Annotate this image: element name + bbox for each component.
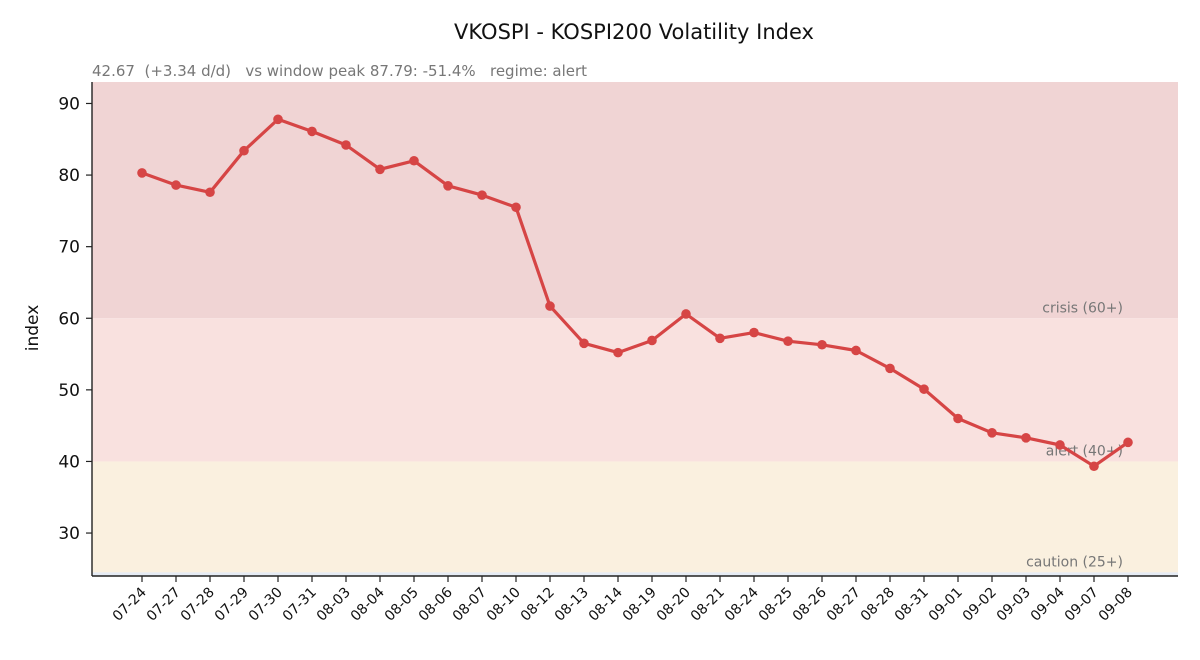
y-tick-label: 50 [58,381,80,401]
data-point [477,190,487,200]
x-tick-label: 08-06 [416,584,456,624]
x-tick-label: 08-10 [484,585,524,625]
regime-band [92,572,1178,576]
data-point [273,114,283,125]
data-point [443,181,453,191]
x-tick-label: 09-03 [994,585,1034,625]
data-point [1089,461,1099,472]
x-tick-label: 07-30 [246,585,286,625]
data-point [987,428,997,438]
y-tick-label: 60 [58,309,80,329]
x-tick-label: 08-21 [688,585,728,625]
y-tick-label: 90 [58,94,80,114]
data-point [647,335,657,346]
x-tick-label: 08-31 [892,585,932,625]
x-tick-label: 08-28 [858,585,898,625]
regime-band [92,461,1178,573]
x-tick-label: 09-04 [1028,584,1068,624]
series-line [140,117,1130,468]
x-tick-label: 08-04 [348,584,388,624]
x-axis: 07-2407-2707-2807-2907-3007-3108-0308-04… [92,575,1178,625]
data-point [511,202,521,213]
regime-label: crisis (60+) [1042,300,1123,316]
y-axis: 30 40 50 60 70 80 90 [58,82,93,576]
data-point [783,336,793,346]
data-point [885,363,895,374]
x-tick-label: 08-25 [756,585,796,625]
data-point [579,338,589,349]
data-point [137,168,147,178]
x-tick-label: 09-08 [1096,585,1136,625]
y-tick-label: 40 [58,452,80,472]
x-tick-label: 07-28 [178,585,218,625]
data-point [375,164,385,175]
x-tick-label: 09-01 [926,585,966,625]
chart-title: VKOSPI - KOSPI200 Volatility Index [454,20,814,44]
data-point [715,333,725,344]
data-point [919,384,929,394]
data-point [307,126,317,137]
data-point [341,140,351,150]
data-point [239,145,249,156]
data-point [205,187,215,198]
x-tick-label: 08-12 [518,585,558,625]
data-point [681,309,691,319]
x-tick-label: 08-19 [620,585,660,625]
x-tick-label: 08-13 [552,585,592,625]
x-tick-label: 08-03 [314,585,354,625]
y-axis-label: index [23,305,43,352]
y-tick-label: 30 [58,524,80,544]
regime-band [92,318,1178,462]
y-tick-label: 80 [58,166,80,186]
data-point [1021,433,1031,443]
x-tick-label: 07-31 [280,585,320,625]
x-tick-label: 07-27 [144,585,184,625]
y-tick-label: 70 [58,238,80,258]
data-point [613,347,623,358]
regime-label: caution (25+) [1026,554,1123,570]
data-point [851,345,861,356]
data-point [171,180,181,190]
regime-band [92,82,1178,319]
data-point [749,327,759,338]
x-tick-label: 09-02 [960,585,1000,625]
regime-bands [92,82,1178,576]
x-tick-label: 08-14 [586,584,626,624]
data-point [1055,440,1065,450]
data-point [409,155,419,166]
data-point [1123,437,1133,448]
x-tick-label: 08-27 [824,585,864,625]
chart-subtitle: 42.67 (+3.34 d/d) vs window peak 87.79: … [92,62,587,80]
series-group [137,114,1133,472]
x-tick-label: 08-26 [790,584,830,624]
x-tick-label: 08-05 [382,585,422,625]
x-tick-label: 08-07 [450,585,490,625]
data-point [817,339,827,350]
x-tick-label: 07-24 [110,584,150,624]
x-tick-label: 08-20 [654,585,694,625]
x-tick-label: 07-29 [212,585,252,625]
x-tick-label: 08-24 [722,584,762,624]
x-tick-label: 09-07 [1062,585,1102,625]
data-point [953,413,963,424]
data-point [545,301,555,311]
